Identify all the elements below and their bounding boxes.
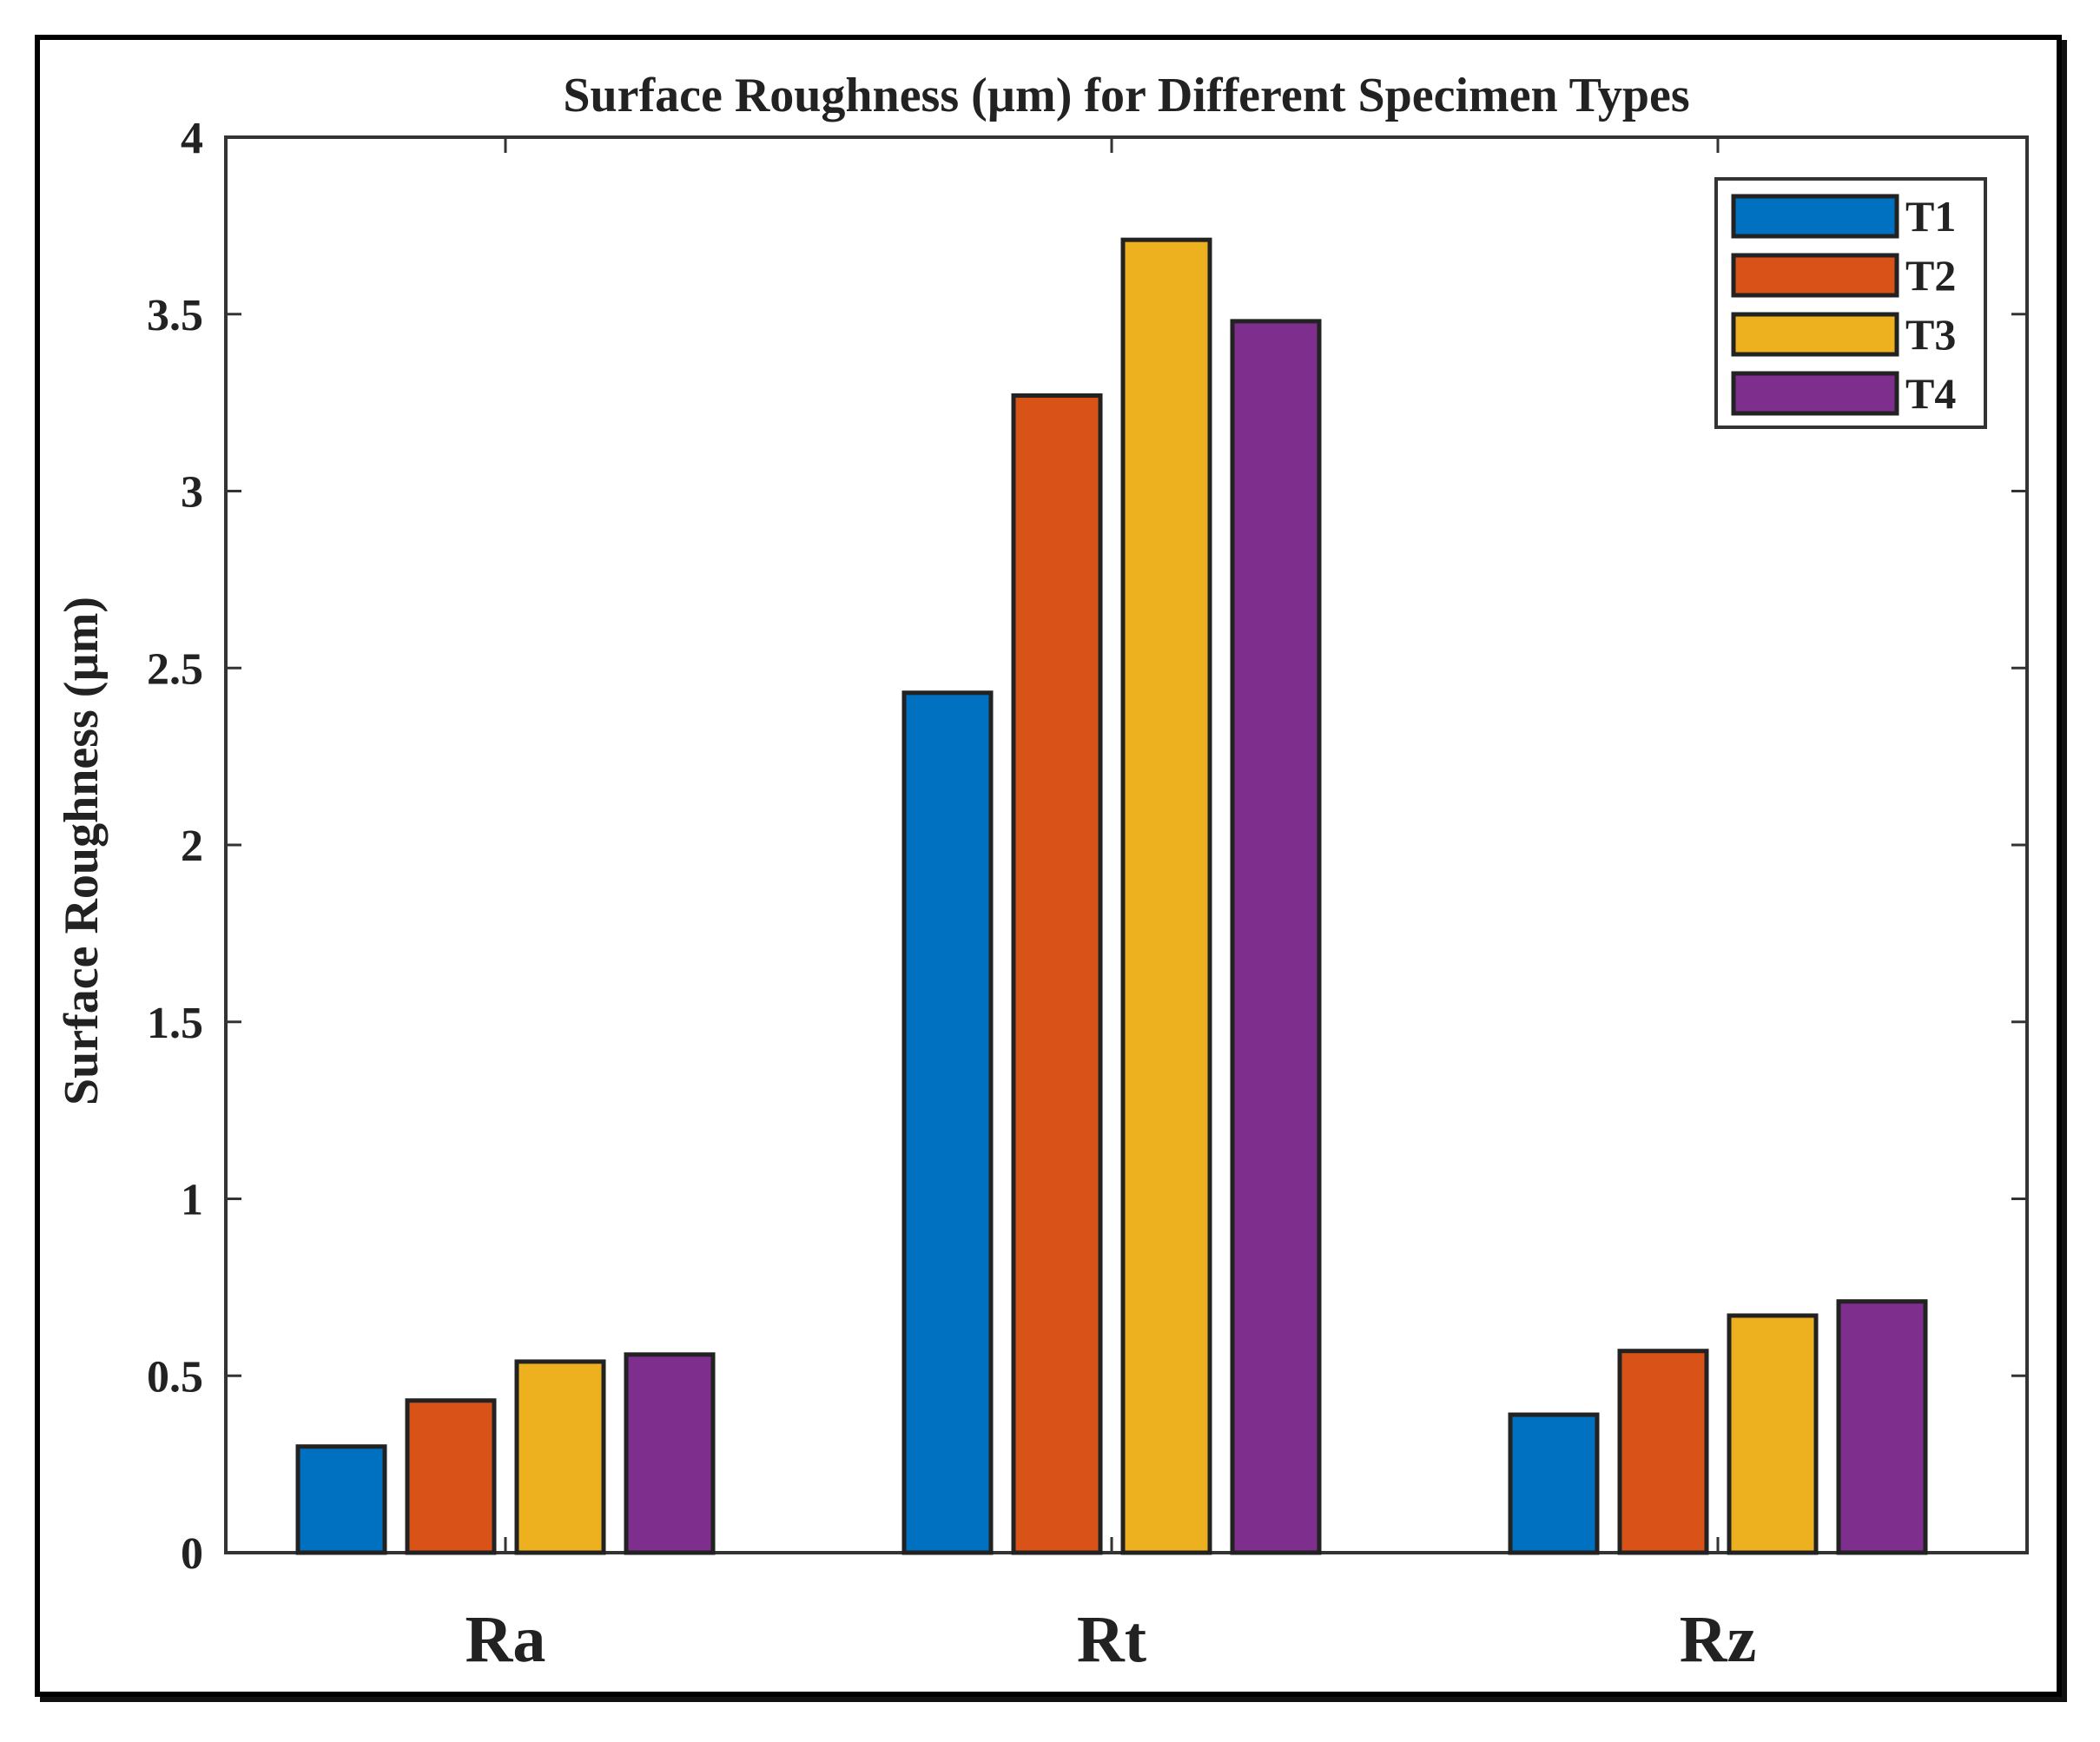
bar-rt-t4 <box>1230 319 1322 1555</box>
bar-ra-t4 <box>624 1352 716 1555</box>
bar-rt-t3 <box>1120 237 1212 1555</box>
bar-ra-t1 <box>295 1444 387 1555</box>
legend-swatch-t2 <box>1731 253 1899 298</box>
legend-swatch-t4 <box>1731 371 1899 416</box>
y-tick-label: 3 <box>181 468 203 518</box>
legend-label-t2: T2 <box>1905 251 1956 300</box>
bar-rt-t2 <box>1011 393 1103 1555</box>
y-tick-label: 3.5 <box>147 291 203 340</box>
y-tick-label: 2 <box>181 822 203 871</box>
x-tick-label-rt: Rt <box>1077 1603 1146 1676</box>
y-tick-label: 0.5 <box>147 1352 203 1402</box>
legend-label-t3: T3 <box>1905 310 1956 359</box>
legend-swatch-t3 <box>1731 312 1899 357</box>
bar-rz-t2 <box>1617 1349 1709 1555</box>
x-axis: Ra Rt Rz <box>466 137 1757 1676</box>
y-tick-label: 1.5 <box>147 999 203 1048</box>
y-axis-label: Surface Roughness (µm) <box>55 597 109 1105</box>
x-tick-label-ra: Ra <box>466 1603 546 1676</box>
chart-title: Surface Roughness (µm) for Different Spe… <box>563 69 1689 122</box>
bar-rz-t4 <box>1836 1299 1928 1555</box>
y-tick-label: 4 <box>181 114 203 163</box>
bar-rz-t1 <box>1508 1412 1600 1555</box>
y-axis: 0 0.5 1 1.5 2 2.5 3 3.5 4 <box>147 114 2027 1579</box>
y-tick-label: 2.5 <box>147 644 203 694</box>
legend-label-t4: T4 <box>1905 369 1956 418</box>
legend: T1 T2 T3 T4 <box>1714 177 1987 429</box>
legend-swatch-t1 <box>1731 194 1899 239</box>
bar-ra-t3 <box>514 1359 606 1555</box>
x-tick-label-rz: Rz <box>1680 1603 1757 1676</box>
bar-rz-t3 <box>1727 1313 1819 1555</box>
bars <box>295 237 1928 1555</box>
bar-rt-t1 <box>901 690 994 1555</box>
y-tick-label: 0 <box>181 1529 203 1579</box>
y-tick-label: 1 <box>181 1176 203 1225</box>
bar-ra-t2 <box>405 1398 497 1555</box>
legend-label-t1: T1 <box>1905 192 1956 241</box>
